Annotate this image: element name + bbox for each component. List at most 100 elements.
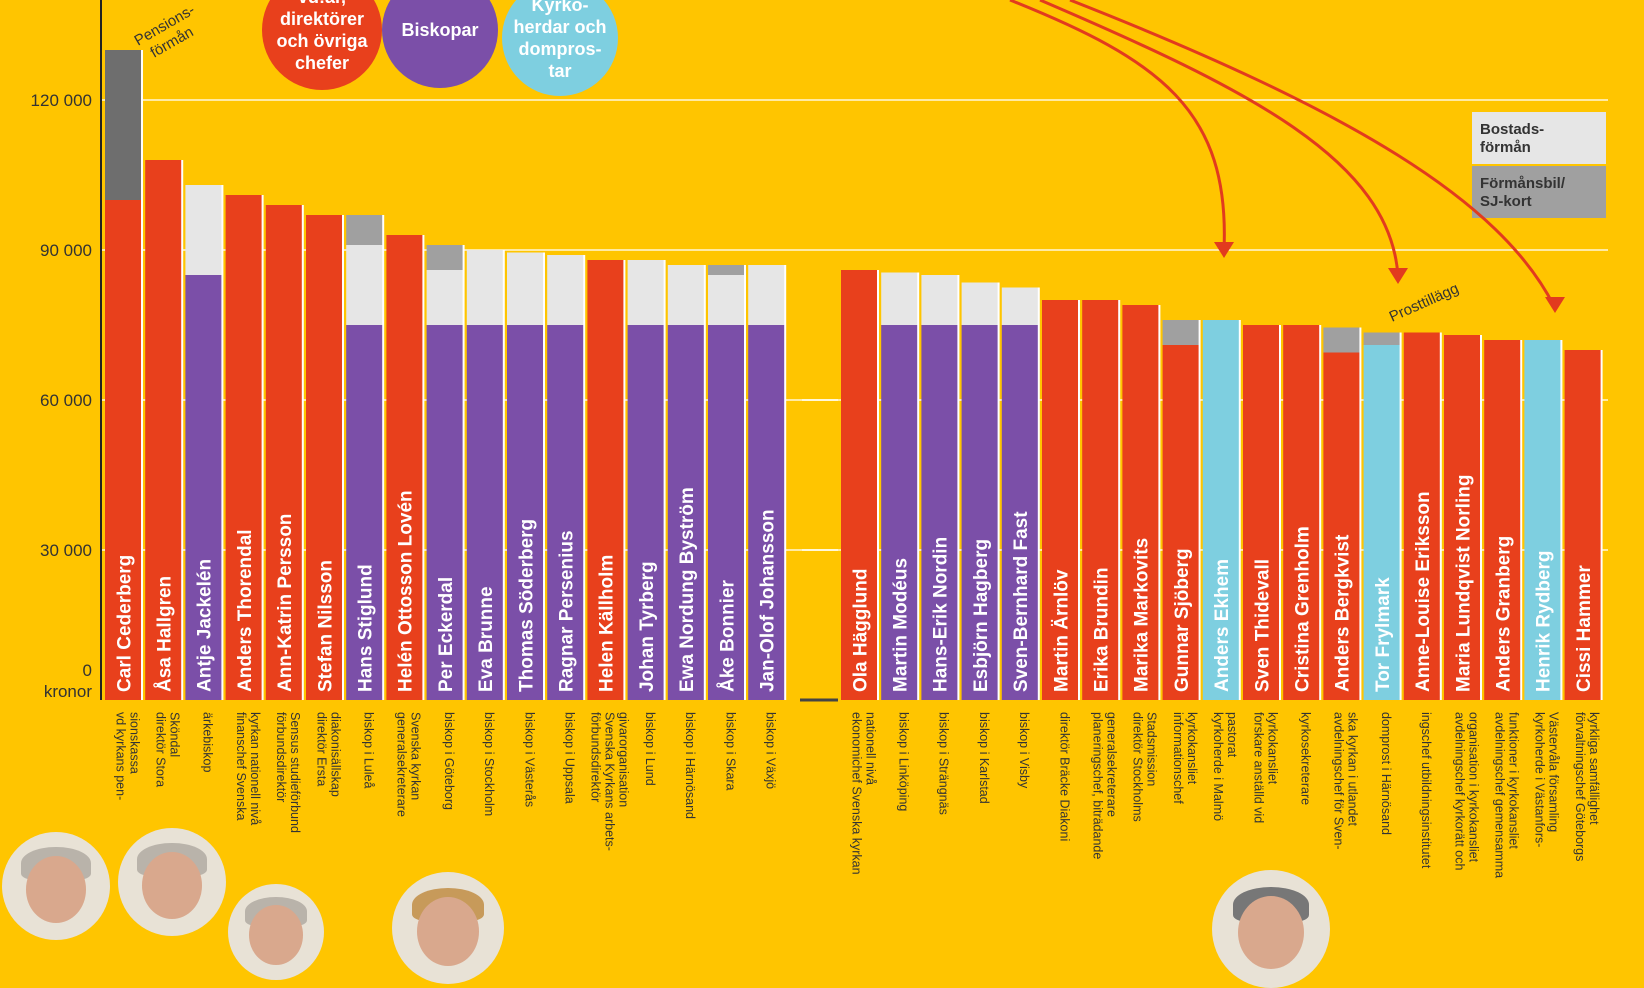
bar-name-label: Martin Modéus: [890, 558, 911, 692]
legend-circle-label: direktörer: [280, 9, 364, 29]
y-tick-label: 30 000: [40, 541, 92, 560]
bar-job-title: generalsekreterare: [395, 712, 409, 817]
bar-housing-benefit: [708, 275, 745, 325]
bar-salary: [145, 160, 182, 700]
legend-circle-label: Kyrko-: [531, 0, 588, 15]
bar-name-label: Henrik Rydberg: [1534, 551, 1555, 692]
bar-job-title: planeringschef, biträdande: [1090, 712, 1104, 859]
bar-job-title: Svenska kyrkan: [409, 712, 423, 800]
bar-car-benefit: [1323, 327, 1360, 353]
bar-name-label: Anders Ekhem: [1212, 559, 1233, 692]
bar-name-label: Ann-Katrin Persson: [275, 514, 296, 692]
bar-salary: [507, 325, 544, 700]
bar-salary: [1243, 325, 1280, 700]
legend-box-label: Förmånsbil/: [1480, 175, 1566, 192]
arrow-head-icon: [1214, 242, 1234, 258]
bar-salary: [1564, 350, 1602, 700]
bar-salary: [667, 325, 705, 700]
bar-name-label: Gunnar Sjöberg: [1172, 548, 1193, 692]
bar-name-label: Helen Källholm: [597, 555, 618, 692]
arrow-head-icon: [1388, 268, 1408, 284]
bar-job-title: direktör Ersta: [314, 712, 328, 786]
bar-name-label: Marika Markovits: [1132, 538, 1153, 692]
person-photo-icon: [118, 828, 226, 936]
bar-salary: [1524, 340, 1561, 700]
bar-name-label: Anne-Louise Eriksson: [1413, 491, 1434, 692]
bar-job-title: biskop i Strängnäs: [937, 712, 951, 815]
legend-circle-label: vd:ar,: [298, 0, 346, 7]
bar-job-title: Stadsmission: [1145, 712, 1159, 786]
bar-salary: [386, 235, 423, 700]
arrow-icon: [1009, 0, 1226, 251]
bar-job-title: sionskassa: [127, 712, 141, 774]
bar-job-title: avdelningschef kyrkorätt och: [1452, 712, 1466, 870]
bar-job-title: forskare anställd vid: [1251, 712, 1265, 823]
bar-name-label: Cristina Grenholm: [1292, 526, 1313, 692]
bar-job-title: informationschef: [1171, 712, 1185, 804]
bar-job-title: domprost i Härnösand: [1379, 712, 1393, 835]
bar-car-benefit: [1162, 320, 1200, 345]
bar-name-label: Åke Bonnier: [717, 579, 738, 692]
legend-circle: [382, 0, 498, 88]
bar-salary: [587, 260, 624, 700]
bar-job-title: biskop i Skara: [723, 712, 737, 791]
person-photo-icon: [1212, 870, 1330, 988]
bar-job-title: kyrkokansliet: [1185, 712, 1199, 785]
bar-job-title: biskop i Växjö: [763, 712, 777, 789]
bar-job-title: kyrkoherde i Västanfors-: [1533, 712, 1547, 847]
bar-name-label: Jan-Olof Johansson: [757, 509, 778, 692]
bar-housing-benefit: [507, 252, 544, 325]
bar-job-title: biskop i Lund: [643, 712, 657, 786]
bar-pension-benefit: [105, 50, 142, 200]
bar-name-label: Tor Frylmark: [1373, 577, 1394, 692]
bar-job-title: biskop i Luleå: [361, 712, 375, 788]
bar-name-label: Antje Jackelén: [195, 559, 216, 692]
bar-salary: [1323, 352, 1360, 700]
bar-name-label: Hans Stiglund: [355, 564, 376, 692]
bar-salary: [1202, 320, 1240, 700]
bar-job-title: kyrkosekreterare: [1298, 712, 1312, 805]
bar-car-benefit: [426, 245, 464, 270]
bars: Carl Cederberg Åsa Hallgren Antje Jackelén…: [105, 50, 1603, 700]
bar-housing-benefit: [346, 245, 383, 325]
bar-job-title: ekonomichef Svenska kyrkan: [849, 712, 863, 875]
bar-name-label: Eva Brunne: [476, 586, 497, 692]
bar-salary: [881, 325, 918, 700]
bar-housing-benefit: [961, 282, 999, 325]
bar-salary: [1403, 332, 1441, 700]
bar-job-title: biskop i Härnösand: [683, 712, 697, 819]
chart-stage: 0 30 000 60 000 90 000 120 000 kronor Carl Ce…: [2, 0, 1608, 988]
bar-housing-benefit: [466, 250, 504, 325]
bar-job-title: kyrkliga samfällighet: [1587, 712, 1601, 825]
bar-salary: [306, 215, 343, 700]
legend-circle-label: chefer: [295, 53, 349, 73]
bar-salary: [547, 325, 584, 700]
job-titles: vd kyrkans pen-sionskassa direktör Stora S…: [113, 712, 1601, 878]
bar-job-title: biskop i Linköping: [896, 712, 910, 811]
arrow-icon: [1039, 0, 1400, 277]
bar-job-title: kyrkokansliet: [1265, 712, 1279, 785]
salary-bar-chart: 0 30 000 60 000 90 000 120 000 kronor Carl Ce…: [31, 0, 1608, 878]
arrow-icon: [1069, 0, 1556, 307]
legend-circle-label: och övriga: [276, 31, 368, 51]
bar-housing-benefit: [881, 272, 918, 325]
bar-job-title: biskop i Göteborg: [442, 712, 456, 810]
bar-job-title: direktör Stora: [153, 712, 167, 787]
bar-name-label: Thomas Söderberg: [516, 519, 537, 692]
bar-job-title: direktör Bräcke Diakoni: [1057, 712, 1071, 841]
bar-salary: [1042, 300, 1079, 700]
bar-name-label: Sven-Bernhard Fast: [1011, 511, 1032, 692]
bar-car-benefit: [708, 265, 745, 275]
legend-circle-label: Biskopar: [401, 20, 478, 40]
bar-job-title: förbundsdirektör: [274, 712, 288, 802]
legend-box-label: SJ-kort: [1480, 193, 1532, 210]
bar-name-label: Åsa Hallgren: [154, 576, 175, 692]
legend-circle-label: herdar och: [513, 17, 606, 37]
bar-name-label: Martin Ärnlöv: [1051, 569, 1072, 692]
bar-job-title: pastorat: [1225, 712, 1239, 758]
legend-box: [1472, 166, 1606, 218]
bar-housing-benefit: [426, 270, 464, 325]
bar-salary: [346, 325, 383, 700]
bar-car-benefit: [346, 215, 383, 245]
